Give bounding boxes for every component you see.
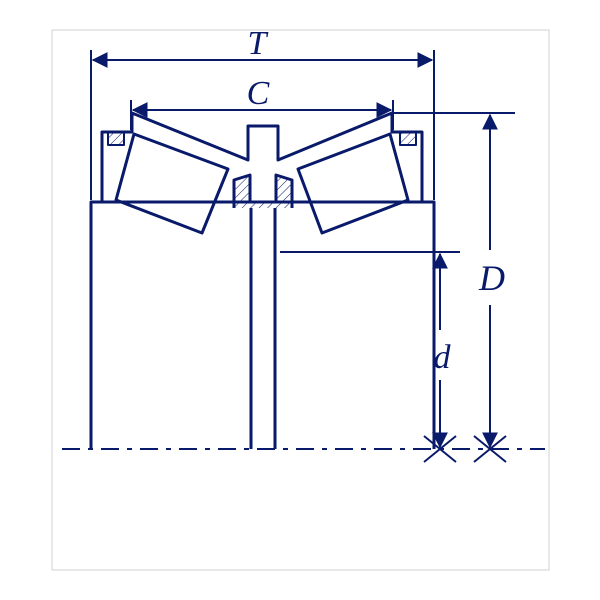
bearing-section (62, 113, 545, 449)
roller-right (298, 134, 408, 233)
outer-ring-outline (91, 113, 434, 449)
label-D: D (478, 258, 505, 298)
cap-notch-right-hatch (400, 132, 416, 145)
roller-left (116, 134, 228, 233)
label-C: C (247, 75, 270, 112)
cap-notch-left-hatch (108, 132, 124, 145)
label-d: d (434, 339, 452, 376)
bearing-cross-section-diagram: T C D d (0, 0, 600, 600)
label-T: T (248, 25, 269, 62)
